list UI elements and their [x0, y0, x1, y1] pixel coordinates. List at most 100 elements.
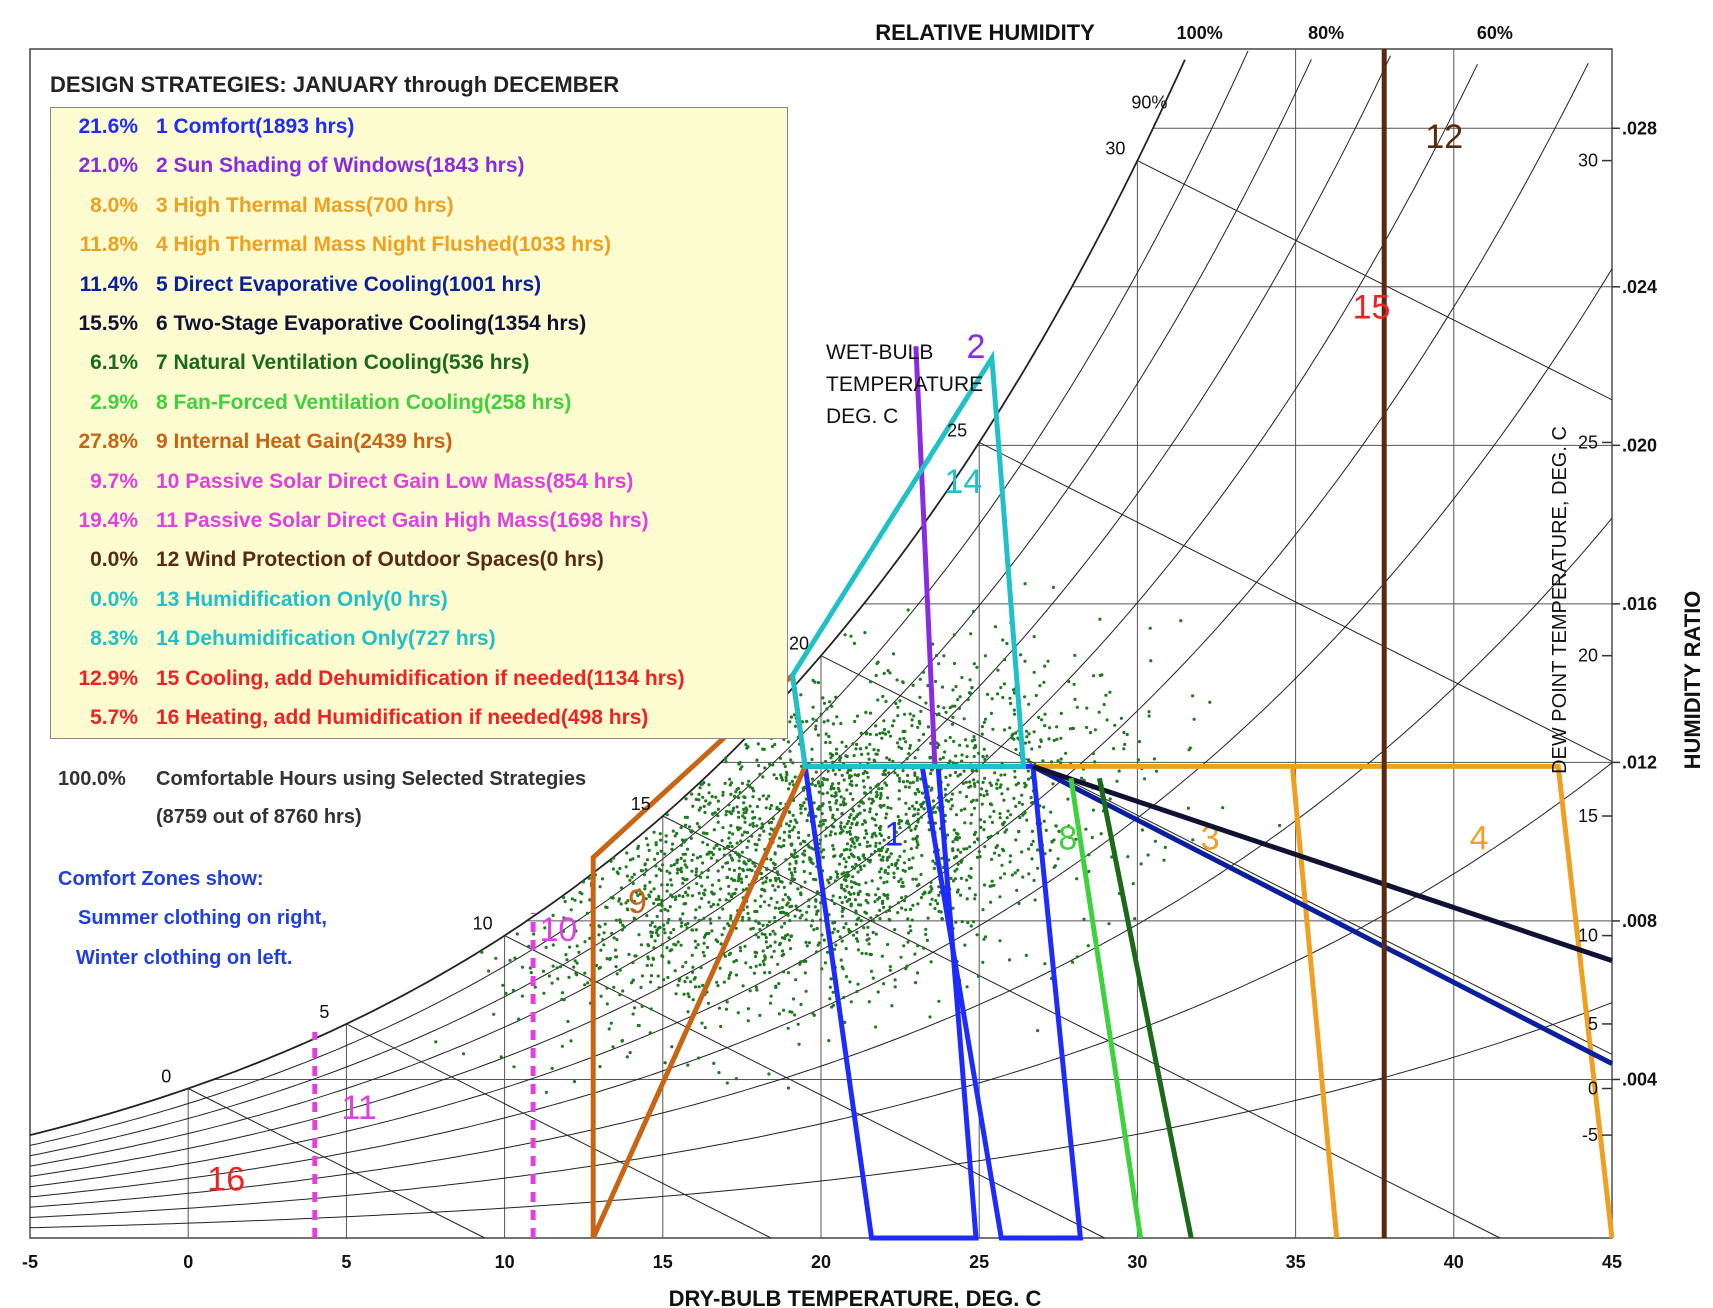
weather-point	[1036, 1029, 1040, 1033]
weather-point	[913, 756, 917, 760]
weather-point	[944, 710, 948, 714]
weather-point	[960, 920, 964, 924]
weather-point	[790, 873, 794, 877]
weather-point	[980, 732, 984, 736]
weather-point	[856, 948, 861, 952]
weather-point	[831, 894, 835, 898]
weather-point	[896, 815, 900, 819]
weather-point	[914, 824, 918, 828]
weather-point	[632, 909, 637, 913]
weather-point	[747, 839, 751, 843]
weather-point	[879, 804, 883, 808]
weather-point	[731, 832, 735, 836]
weather-point	[899, 746, 904, 751]
weather-point	[917, 719, 921, 724]
weather-point	[618, 918, 622, 922]
weather-point	[876, 887, 880, 891]
weather-point	[768, 970, 772, 975]
weather-point	[867, 797, 871, 801]
weather-point	[778, 836, 782, 840]
weather-point	[724, 813, 728, 817]
weather-point	[739, 839, 743, 843]
weather-point	[622, 925, 627, 929]
weather-point	[802, 801, 806, 805]
legend-item-label: 13 Humidification Only(0 hrs)	[156, 587, 448, 611]
weather-point	[863, 856, 867, 860]
x-tick-label: -5	[22, 1252, 38, 1272]
weather-point	[881, 731, 885, 735]
weather-point	[701, 950, 705, 954]
weather-point	[886, 669, 890, 673]
weather-point	[822, 701, 827, 705]
weather-point	[814, 727, 818, 731]
weather-point	[980, 802, 984, 806]
weather-point	[630, 875, 634, 879]
weather-point	[748, 989, 752, 993]
weather-point	[728, 841, 732, 845]
rh-label-90: 90%	[1131, 92, 1167, 112]
weather-point	[821, 822, 826, 826]
weather-point	[727, 836, 731, 840]
weather-point	[834, 801, 838, 805]
rh-curve-20	[29, 762, 1613, 1218]
weather-point	[910, 918, 914, 922]
weather-point	[852, 841, 856, 846]
weather-point	[740, 850, 744, 854]
weather-point	[965, 847, 969, 851]
weather-point	[1011, 688, 1016, 692]
weather-point	[760, 876, 764, 880]
weather-point	[977, 850, 981, 854]
weather-point	[968, 678, 972, 682]
weather-point	[968, 845, 972, 849]
legend-item-label: 10 Passive Solar Direct Gain Low Mass(85…	[156, 469, 634, 493]
weather-point	[724, 1007, 729, 1011]
weather-point	[513, 956, 517, 960]
weather-point	[777, 877, 781, 881]
weather-point	[782, 970, 786, 974]
summary-line2: (8759 out of 8760 hrs)	[156, 806, 362, 828]
weather-point	[852, 816, 856, 821]
weather-point	[951, 879, 956, 883]
weather-point	[871, 930, 875, 935]
weather-point	[640, 974, 645, 978]
weather-point	[620, 1039, 624, 1043]
weather-point	[694, 946, 698, 950]
weather-point	[763, 954, 767, 958]
weather-point	[929, 788, 933, 792]
weather-point	[769, 994, 773, 998]
zone-9-label: 9	[628, 883, 647, 921]
weather-point	[1026, 758, 1031, 762]
weather-point	[698, 905, 702, 909]
weather-point	[708, 917, 712, 921]
weather-point	[652, 830, 656, 834]
weather-point	[879, 858, 883, 862]
weather-point	[885, 783, 889, 787]
weather-point	[689, 836, 693, 841]
weather-point	[862, 853, 866, 857]
weather-point	[752, 789, 756, 793]
weather-point	[723, 954, 727, 958]
zone-11-label: 11	[341, 1089, 376, 1127]
weather-point	[1006, 809, 1010, 813]
weather-point	[842, 857, 846, 861]
weather-point	[869, 952, 873, 957]
weather-point	[834, 791, 838, 795]
weather-point	[670, 847, 674, 851]
weather-point	[789, 819, 793, 824]
weather-point	[681, 876, 685, 881]
comfort-note-line2: Summer clothing on right,	[78, 907, 327, 929]
weather-point	[774, 985, 778, 990]
weather-point	[657, 986, 661, 990]
weather-point	[952, 828, 956, 832]
weather-point	[956, 698, 960, 702]
weather-point	[1006, 787, 1010, 791]
weather-point	[983, 845, 987, 849]
weather-point	[754, 848, 758, 852]
weather-point	[801, 839, 806, 843]
weather-point	[844, 802, 848, 806]
weather-point	[673, 897, 678, 902]
weather-point	[771, 884, 775, 888]
weather-point	[840, 900, 844, 905]
weather-point	[654, 874, 658, 878]
weather-point	[758, 1013, 762, 1018]
